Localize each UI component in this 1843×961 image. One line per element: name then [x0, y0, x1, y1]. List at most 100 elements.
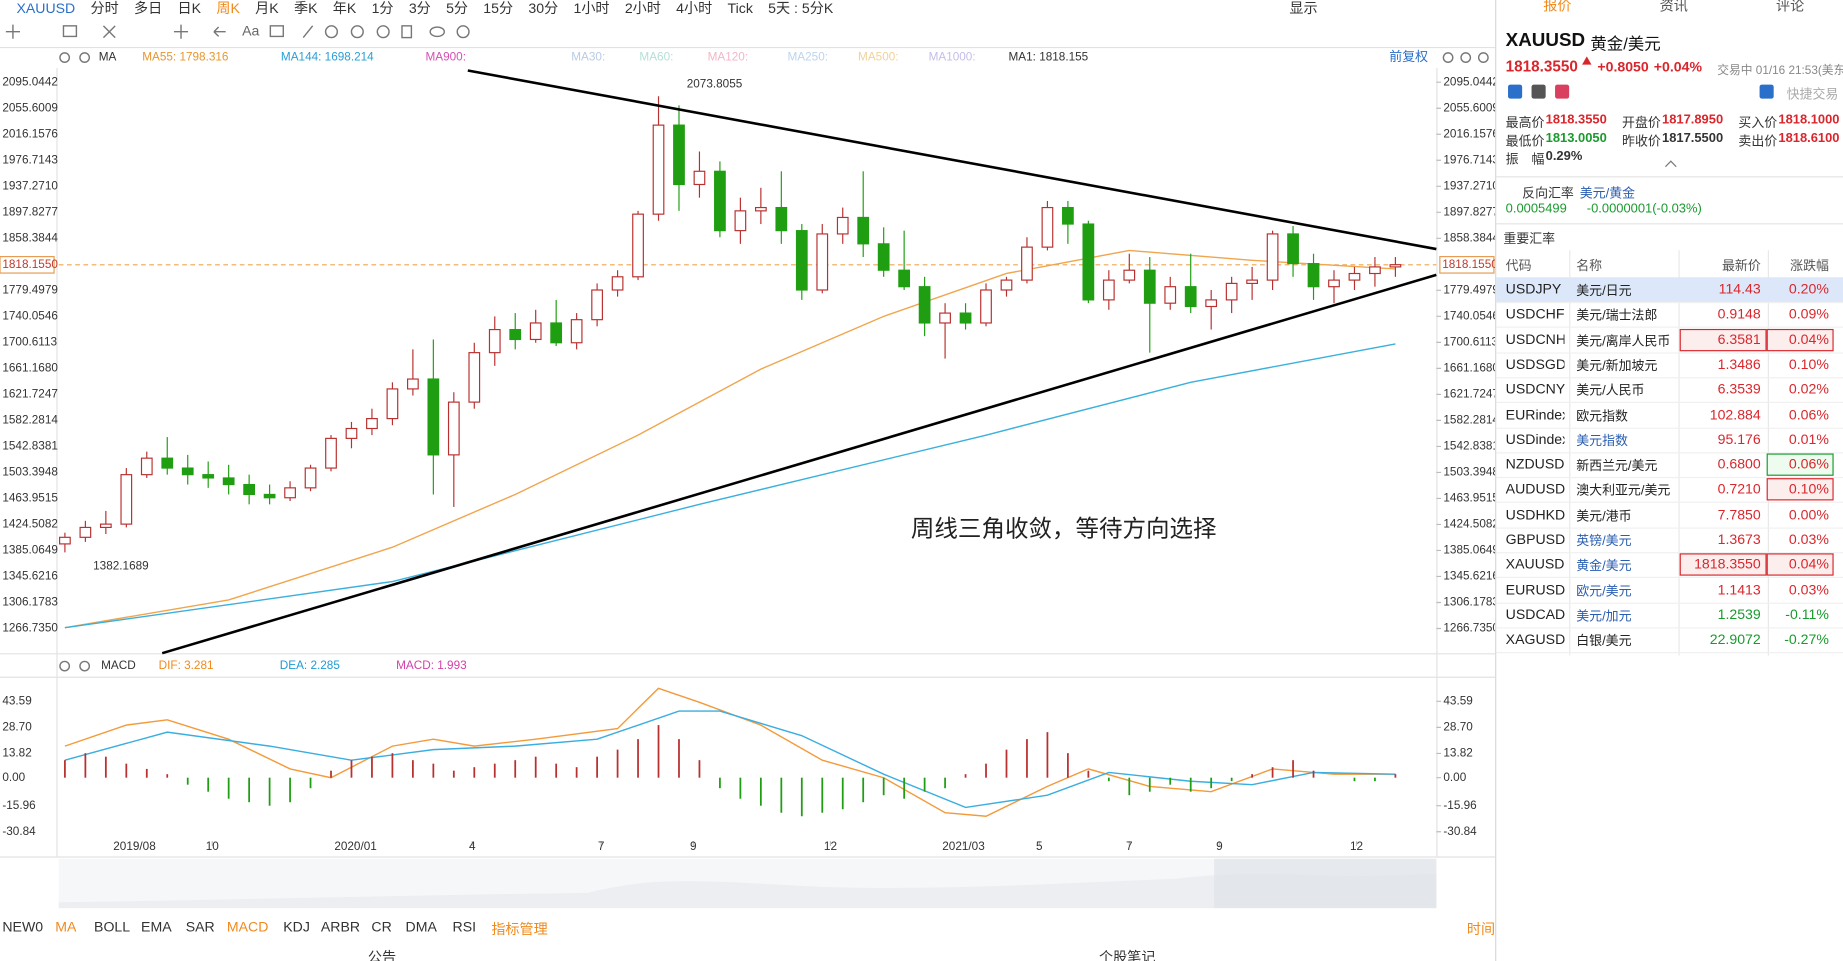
row[interactable]: [1496, 427, 1843, 454]
rate-price: 1.2539: [1717, 606, 1761, 623]
period-tab[interactable]: 3分: [408, 0, 431, 17]
period-tab[interactable]: 分时: [90, 0, 119, 17]
panel-tab[interactable]: 资讯: [1659, 0, 1688, 15]
indicator-tab[interactable]: 指标管理: [491, 921, 548, 938]
x-tick-label: 7: [598, 840, 605, 853]
panel-tab[interactable]: 评论: [1776, 0, 1805, 15]
y-tick-label: 43.59: [2, 694, 31, 707]
row[interactable]: [1496, 502, 1843, 529]
panel-icon[interactable]: [1531, 84, 1546, 99]
quick-trade[interactable]: 快捷交易: [1786, 88, 1839, 103]
period-tab[interactable]: 2小时: [624, 0, 661, 17]
rate-change: 0.00%: [1788, 505, 1829, 523]
rate-change: 0.01%: [1788, 430, 1829, 448]
row[interactable]: [1496, 377, 1843, 404]
row[interactable]: [1496, 477, 1843, 504]
macd-title: MACD: [101, 659, 136, 672]
time-tab[interactable]: 时间: [1466, 921, 1496, 938]
period-tab[interactable]: 月K: [255, 0, 279, 17]
indicator-tab[interactable]: MACD: [226, 918, 269, 936]
adjust-mode[interactable]: 前复权: [1389, 49, 1428, 64]
y-tick-label: 1582.2814: [1443, 414, 1495, 427]
panel-tab[interactable]: 报价: [1543, 0, 1572, 15]
indicator-tab[interactable]: RSI: [452, 918, 477, 936]
row[interactable]: [1496, 553, 1843, 579]
indicator-tab[interactable]: SAR: [185, 918, 215, 936]
period-tab[interactable]: 1分: [371, 0, 394, 17]
stat-value: 1818.1000: [1778, 112, 1840, 127]
row[interactable]: [1496, 402, 1843, 429]
period-tab[interactable]: 多日: [134, 0, 163, 17]
trend-line[interactable]: [161, 273, 1437, 655]
row[interactable]: [1496, 302, 1843, 329]
legend-entry: MA250:: [788, 51, 829, 64]
period-tab[interactable]: 15分: [483, 0, 514, 17]
row[interactable]: [1496, 527, 1843, 554]
rate-name: 美元/加元: [1576, 609, 1632, 624]
candle-body: [99, 523, 112, 529]
last-price-label: 1818.1550: [2, 258, 58, 271]
indicator-tab[interactable]: DMA: [405, 918, 437, 936]
row[interactable]: [1496, 628, 1843, 654]
period-tab[interactable]: 1小时: [573, 0, 610, 17]
indicator-tab[interactable]: ARBR: [320, 918, 361, 936]
row-selected[interactable]: [1496, 277, 1843, 304]
rate-code: XAGUSD: [1505, 631, 1565, 648]
panel-icon[interactable]: [1555, 84, 1570, 99]
candle-body: [877, 243, 890, 271]
column-header: 最新价: [1721, 259, 1761, 274]
bell-icon[interactable]: [1759, 84, 1774, 99]
y-tick-label: 2016.1576: [1443, 127, 1495, 140]
indicator-tab[interactable]: NEW0: [2, 918, 44, 936]
display-menu[interactable]: 显示: [1289, 0, 1318, 17]
row[interactable]: [1496, 327, 1843, 354]
y-tick-label: 1858.3844: [1443, 231, 1495, 244]
indicator-tab[interactable]: BOLL: [94, 918, 131, 936]
trend-line[interactable]: [467, 69, 1437, 251]
period-tab[interactable]: 4小时: [676, 0, 713, 17]
footer-tab[interactable]: 公告: [367, 949, 397, 961]
candle-body: [1389, 264, 1402, 268]
rate-name: 美元/日元: [1576, 284, 1632, 299]
candle-body: [1082, 223, 1095, 301]
legend-entry: MACD: 1.993: [396, 659, 467, 672]
period-tab[interactable]: 年K: [332, 0, 357, 17]
footer-tab[interactable]: 个股笔记: [1098, 949, 1156, 961]
collapse-arrow[interactable]: [1665, 160, 1677, 173]
y-tick-label: 1424.5082: [2, 518, 58, 531]
candle-body: [959, 312, 972, 324]
inverse-label: 反向汇率: [1522, 186, 1574, 201]
candle-body: [488, 328, 501, 354]
rate-price: 0.6800: [1717, 455, 1761, 473]
candle-body: [550, 322, 563, 344]
period-tab[interactable]: 30分: [528, 0, 559, 17]
tool-icons[interactable]: [5, 24, 1489, 672]
candle-body: [1143, 269, 1156, 304]
row[interactable]: [1496, 452, 1843, 479]
panel-icon[interactable]: [1508, 84, 1523, 99]
rate-name: 澳大利亚元/美元: [1576, 484, 1671, 499]
indicator-tab[interactable]: KDJ: [283, 918, 310, 936]
rate-name: 新西兰元/美元: [1576, 459, 1658, 474]
y-tick-label: 1897.8277: [2, 205, 58, 218]
y-tick-label: 1385.0649: [1443, 544, 1495, 557]
inverse-pair[interactable]: 美元/黄金: [1579, 186, 1636, 201]
row[interactable]: [1496, 352, 1843, 379]
candle-body: [468, 352, 481, 403]
rate-name: 美元/瑞士法郎: [1576, 309, 1658, 324]
font-tool[interactable]: Aa: [242, 22, 259, 38]
period-tab[interactable]: 周K: [216, 0, 240, 17]
period-tab[interactable]: 季K: [293, 0, 318, 17]
row[interactable]: [1496, 603, 1843, 629]
rate-name: 美元指数: [1576, 434, 1628, 449]
row[interactable]: [1496, 578, 1843, 604]
period-tab[interactable]: 5分: [446, 0, 469, 17]
indicator-tab[interactable]: CR: [371, 918, 392, 936]
period-tab[interactable]: 日K: [177, 0, 202, 17]
period-tab[interactable]: Tick: [727, 0, 753, 17]
navigator: [58, 858, 1437, 909]
period-tab[interactable]: 5天 : 5分K: [768, 0, 834, 17]
indicator-tab[interactable]: EMA: [141, 918, 172, 936]
candle-body: [980, 289, 992, 324]
indicator-tab[interactable]: MA: [55, 918, 77, 936]
